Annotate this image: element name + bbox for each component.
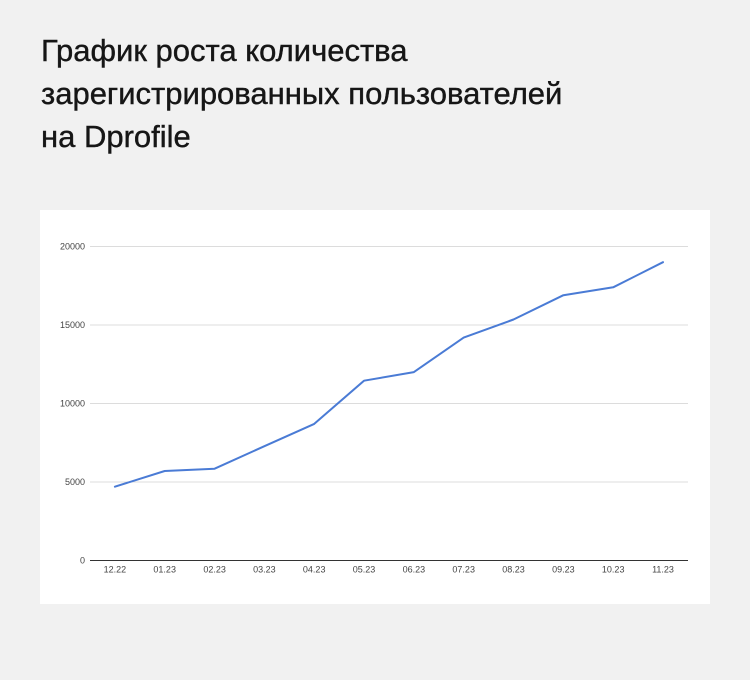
svg-text:11.23: 11.23 (652, 565, 674, 575)
svg-text:02.23: 02.23 (203, 565, 226, 575)
svg-text:15000: 15000 (60, 320, 85, 330)
svg-text:10000: 10000 (60, 399, 85, 409)
svg-text:09.23: 09.23 (552, 565, 575, 575)
svg-text:06.23: 06.23 (403, 565, 426, 575)
svg-text:08.23: 08.23 (502, 565, 525, 575)
svg-text:04.23: 04.23 (303, 565, 326, 575)
svg-text:5000: 5000 (65, 477, 85, 487)
svg-text:01.23: 01.23 (153, 565, 176, 575)
svg-text:07.23: 07.23 (452, 565, 475, 575)
svg-text:05.23: 05.23 (353, 565, 376, 575)
svg-text:0: 0 (80, 556, 85, 566)
svg-text:12.22: 12.22 (104, 565, 127, 575)
svg-text:03.23: 03.23 (253, 565, 276, 575)
svg-text:20000: 20000 (60, 242, 85, 252)
svg-text:10.23: 10.23 (602, 565, 625, 575)
